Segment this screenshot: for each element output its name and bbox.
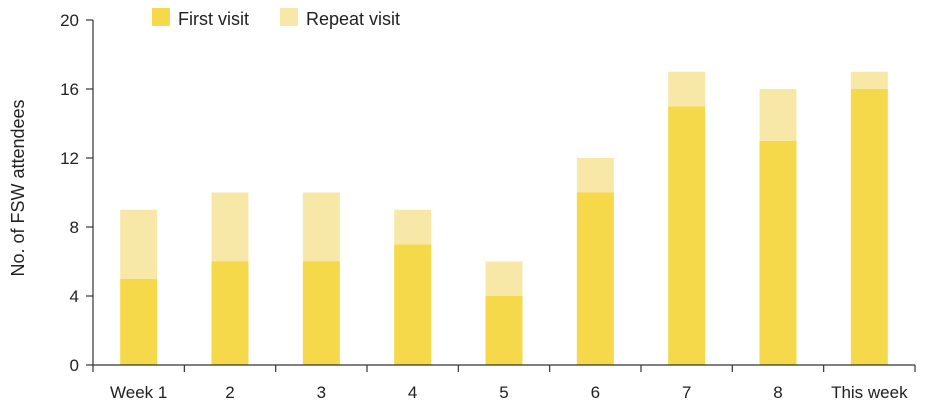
x-tick-label: 2 [225,383,234,402]
legend-swatch-repeat-visit [280,8,298,26]
x-tick-label: This week [831,383,908,402]
bar-repeat-visit [668,71,706,107]
x-tick-label: 7 [682,383,691,402]
y-tick-label: 16 [60,80,79,99]
legend-label-repeat-visit: Repeat visit [306,9,400,29]
legend-swatch-first-visit [152,8,170,26]
bar-repeat-visit [850,71,888,89]
bar-repeat-visit [485,261,523,296]
bar-repeat-visit [302,192,340,262]
y-tick-label: 12 [60,149,79,168]
bar-repeat-visit [576,158,614,193]
bar-first-visit [759,140,797,365]
axes: 0 4 8 12 16 20 Week 1 2 3 4 5 6 7 8 This week [60,11,916,402]
legend: First visit Repeat visit [152,8,400,29]
bar-first-visit [394,244,432,365]
y-tick-label: 4 [70,287,79,306]
bar-repeat-visit [211,192,249,262]
x-tick-label: 4 [408,383,417,402]
bar-first-visit [485,296,523,365]
bar-first-visit [211,261,249,365]
x-tick-label: 3 [317,383,326,402]
y-ticks: 0 4 8 12 16 20 [60,11,93,375]
x-ticks: Week 1 2 3 4 5 6 7 8 This week [92,365,916,402]
bar-first-visit [668,106,706,365]
x-tick-label: Week 1 [110,383,167,402]
legend-label-first-visit: First visit [178,9,249,29]
x-tick-label: 8 [773,383,782,402]
bar-first-visit [850,89,888,365]
y-axis-label: No. of FSW attendees [8,99,28,276]
x-tick-label: 6 [591,383,600,402]
y-tick-label: 0 [70,356,79,375]
y-tick-label: 20 [60,11,79,30]
bars [120,71,888,365]
bar-first-visit [120,278,158,365]
bar-first-visit [302,261,340,365]
x-tick-label: 5 [499,383,508,402]
bar-repeat-visit [120,209,158,279]
bar-repeat-visit [759,89,797,141]
y-tick-label: 8 [70,218,79,237]
bar-repeat-visit [394,209,432,245]
bar-first-visit [576,192,614,365]
